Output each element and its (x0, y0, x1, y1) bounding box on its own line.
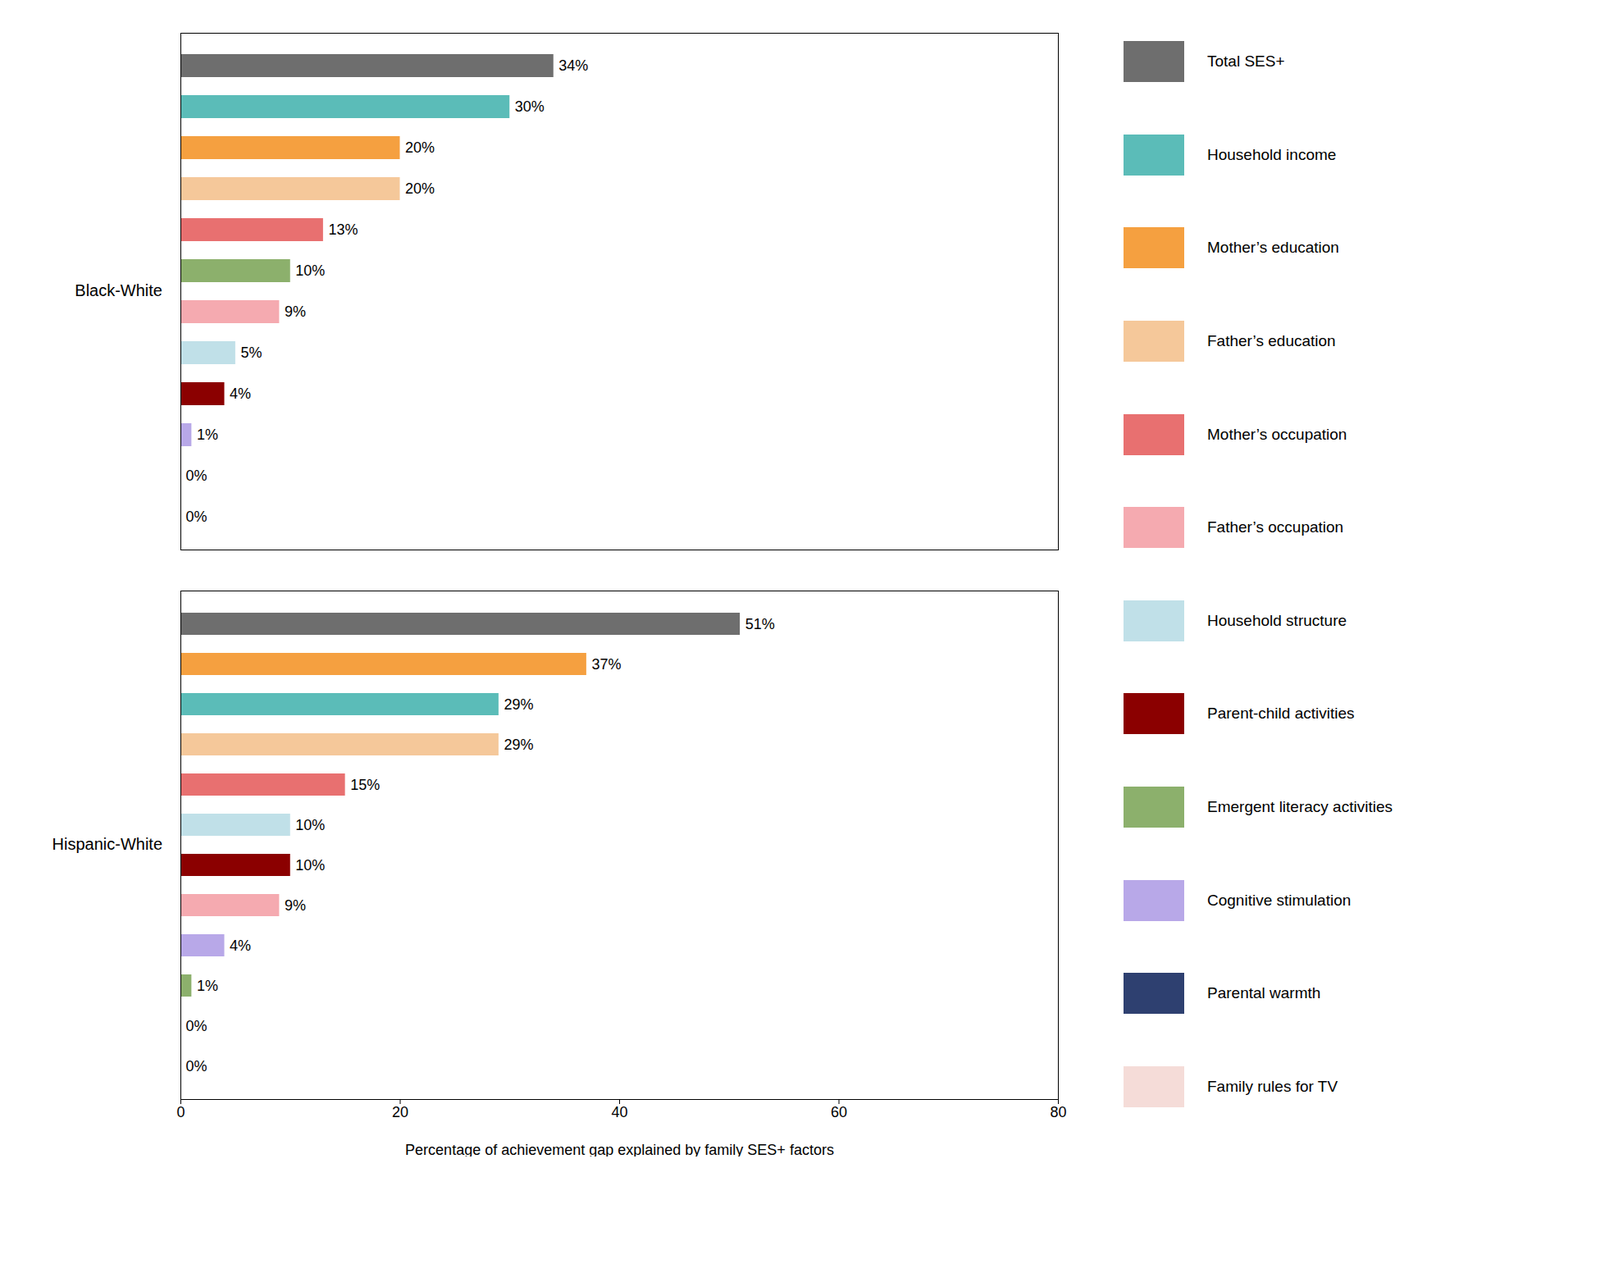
html-text:Parent-child activities: Parent-child activities (1207, 704, 1355, 723)
svg-text:51%: 51% (745, 615, 775, 633)
svg-text:10%: 10% (295, 262, 325, 279)
svg-text:13%: 13% (328, 221, 358, 238)
svg-text:9%: 9% (284, 303, 306, 320)
svg-text:5%: 5% (240, 344, 262, 361)
html-text:Parental warmth: Parental warmth (1207, 984, 1321, 1002)
svg-text:40: 40 (610, 1103, 628, 1121)
html-text:Black-White: Black-White (74, 281, 163, 300)
svg-text:0%: 0% (186, 1057, 208, 1075)
svg-text:37%: 37% (591, 656, 621, 673)
svg-text:9%: 9% (284, 897, 306, 914)
svg-text:30%: 30% (515, 98, 545, 115)
svg-text:0%: 0% (186, 1017, 208, 1035)
svg-text:34%: 34% (558, 57, 589, 74)
html-text:Household structure: Household structure (1207, 611, 1347, 629)
svg-text:0%: 0% (186, 467, 208, 484)
svg-text:29%: 29% (503, 736, 534, 753)
svg-text:15%: 15% (350, 776, 380, 794)
svg-text:0%: 0% (186, 508, 208, 525)
svg-text:Percentage of achievement gap: Percentage of achievement gap explained … (405, 1141, 835, 1158)
svg-text:60: 60 (830, 1103, 848, 1121)
html-text:Cognitive stimulation: Cognitive stimulation (1207, 891, 1351, 909)
html-text:Father’s occupation: Father’s occupation (1207, 518, 1344, 536)
html-text:Hispanic-White: Hispanic-White (52, 834, 163, 853)
svg-text:10%: 10% (295, 816, 325, 834)
svg-text:1%: 1% (196, 426, 219, 443)
svg-text:29%: 29% (503, 696, 534, 713)
html-text:Total SES+: Total SES+ (1207, 52, 1285, 70)
html-text:Mother’s occupation: Mother’s occupation (1207, 425, 1347, 443)
svg-text:20%: 20% (405, 139, 435, 156)
html-text:Mother’s education: Mother’s education (1207, 238, 1340, 257)
svg-text:10%: 10% (295, 856, 325, 874)
svg-text:0: 0 (176, 1103, 185, 1121)
html-text:Father’s education: Father’s education (1207, 332, 1336, 350)
svg-text:20%: 20% (405, 180, 435, 197)
svg-text:4%: 4% (229, 937, 251, 954)
svg-text:4%: 4% (229, 385, 251, 402)
svg-text:20: 20 (392, 1103, 409, 1121)
html-text:Family rules for TV: Family rules for TV (1207, 1077, 1338, 1095)
html-text:Emergent literacy activities: Emergent literacy activities (1207, 797, 1393, 816)
svg-text:80: 80 (1049, 1103, 1067, 1121)
svg-text:1%: 1% (196, 977, 219, 994)
html-text:Household income: Household income (1207, 145, 1337, 163)
